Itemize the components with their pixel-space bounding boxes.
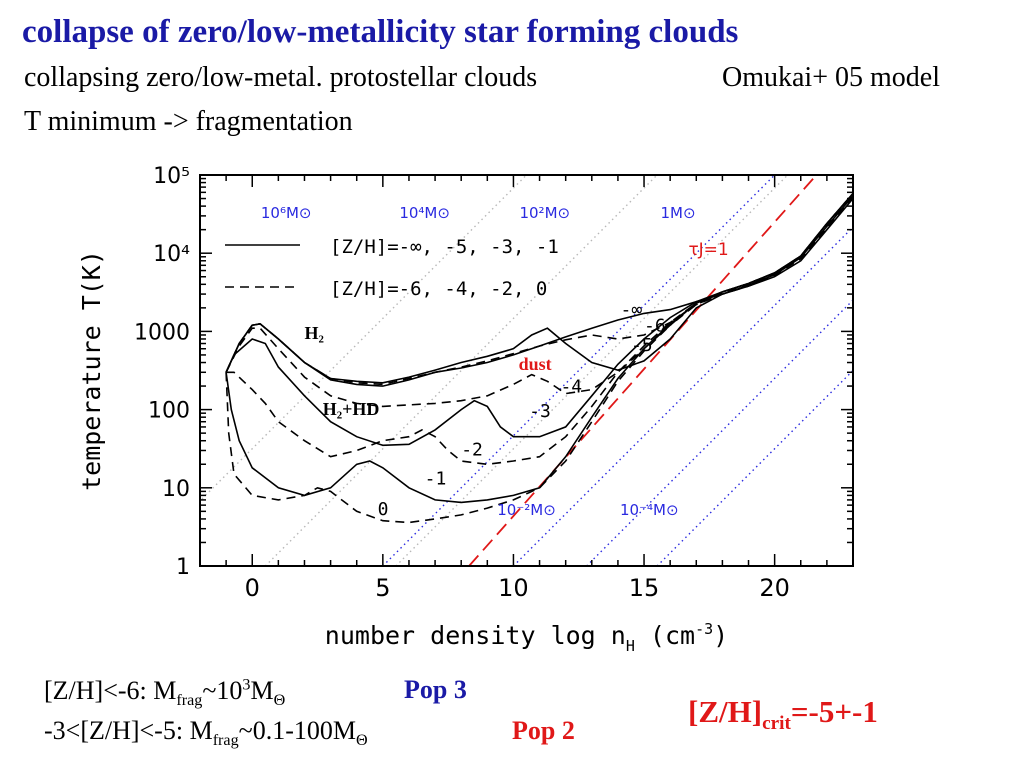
series-curve [225, 192, 853, 524]
slide-title: collapse of zero/low-metallicity star fo… [22, 14, 739, 50]
legend-label: [Z/H]=-6, -4, -2, 0 [330, 278, 547, 300]
y-tick-label: 1 [176, 555, 190, 580]
chart-labels: [Z/H]=-∞, -5, -3, -1 [Z/H]=-6, -4, -2, 0 1… [225, 204, 729, 520]
y-tick-label: 100 [148, 399, 190, 424]
curve-label: -6 [644, 315, 666, 336]
jeans-mass-label: 10⁶M⊙ [261, 204, 312, 222]
subtitle-line: collapsing zero/low-metal. protostellar … [24, 62, 538, 93]
annotation-label: H₂+HD [323, 399, 380, 419]
legend-label: [Z/H]=-∞, -5, -3, -1 [330, 236, 559, 258]
plot-frame [199, 174, 854, 567]
pop3-condition: [Z/H]<-6: Mfrag~103MΘ [44, 676, 286, 710]
y-tick-label: 1000 [134, 320, 190, 345]
jeans-mass-label: 1M⊙ [660, 204, 695, 222]
series-curve [225, 195, 853, 384]
x-tick-label: 0 [245, 574, 260, 602]
subtitle-line-2: T minimum -> fragmentation [24, 106, 353, 137]
x-tick-label: 15 [629, 574, 660, 602]
x-axis-label: number density log nH (cm-3) [325, 620, 728, 655]
curve-label: -2 [461, 439, 483, 460]
jeans-mass-lines [200, 175, 853, 566]
tau-line [468, 175, 818, 566]
chart-series [225, 192, 853, 524]
curve-label: 0 [378, 499, 389, 520]
curve-label: -4 [560, 377, 582, 398]
chart-axes: 0 5 10 15 20 1 10 100 1000 10⁴ 10⁵ number density l… [77, 164, 854, 655]
critical-metallicity: [Z/H]crit=-5+-1 [688, 694, 878, 735]
pop2-condition: -3<[Z/H]<-5: Mfrag~0.1-100MΘ [44, 716, 368, 750]
curve-label: -1 [425, 469, 447, 490]
y-tick-label: 10⁵ [153, 164, 190, 189]
jeans-mass-label: 10²M⊙ [519, 204, 570, 222]
jeans-mass-label: 10⁻⁴M⊙ [620, 501, 679, 519]
series-curve [225, 194, 853, 408]
gray-jeans-line [395, 175, 789, 566]
gray-jeans-line [264, 175, 658, 566]
y-axis-label: temperature T(K) [77, 250, 106, 491]
y-tick-label: 10 [162, 477, 190, 502]
annotation-label: H₂ [304, 323, 323, 343]
y-tick-label: 10⁴ [153, 242, 190, 267]
curve-label: -3 [529, 401, 551, 422]
curve-label: -∞ [621, 299, 643, 320]
blue-jeans-line [512, 226, 853, 566]
x-tick-label: 20 [759, 574, 790, 602]
jeans-mass-label: 10⁴M⊙ [399, 204, 450, 222]
tau-label: τJ=1 [688, 240, 728, 260]
curve-label: -5 [631, 335, 653, 356]
temperature-density-chart: 0 5 10 15 20 1 10 100 1000 10⁴ 10⁵ number density l… [77, 164, 854, 655]
pop3-label: Pop 3 [404, 675, 467, 704]
pop2-label: Pop 2 [512, 716, 575, 745]
model-reference: Omukai+ 05 model [722, 62, 940, 93]
x-tick-label: 5 [375, 574, 390, 602]
annotation-label: dust [519, 354, 552, 374]
jeans-mass-label: 10⁻²M⊙ [497, 501, 556, 519]
blue-jeans-line [382, 175, 776, 566]
gray-jeans-line [200, 175, 527, 502]
x-tick-label: 10 [498, 574, 529, 602]
